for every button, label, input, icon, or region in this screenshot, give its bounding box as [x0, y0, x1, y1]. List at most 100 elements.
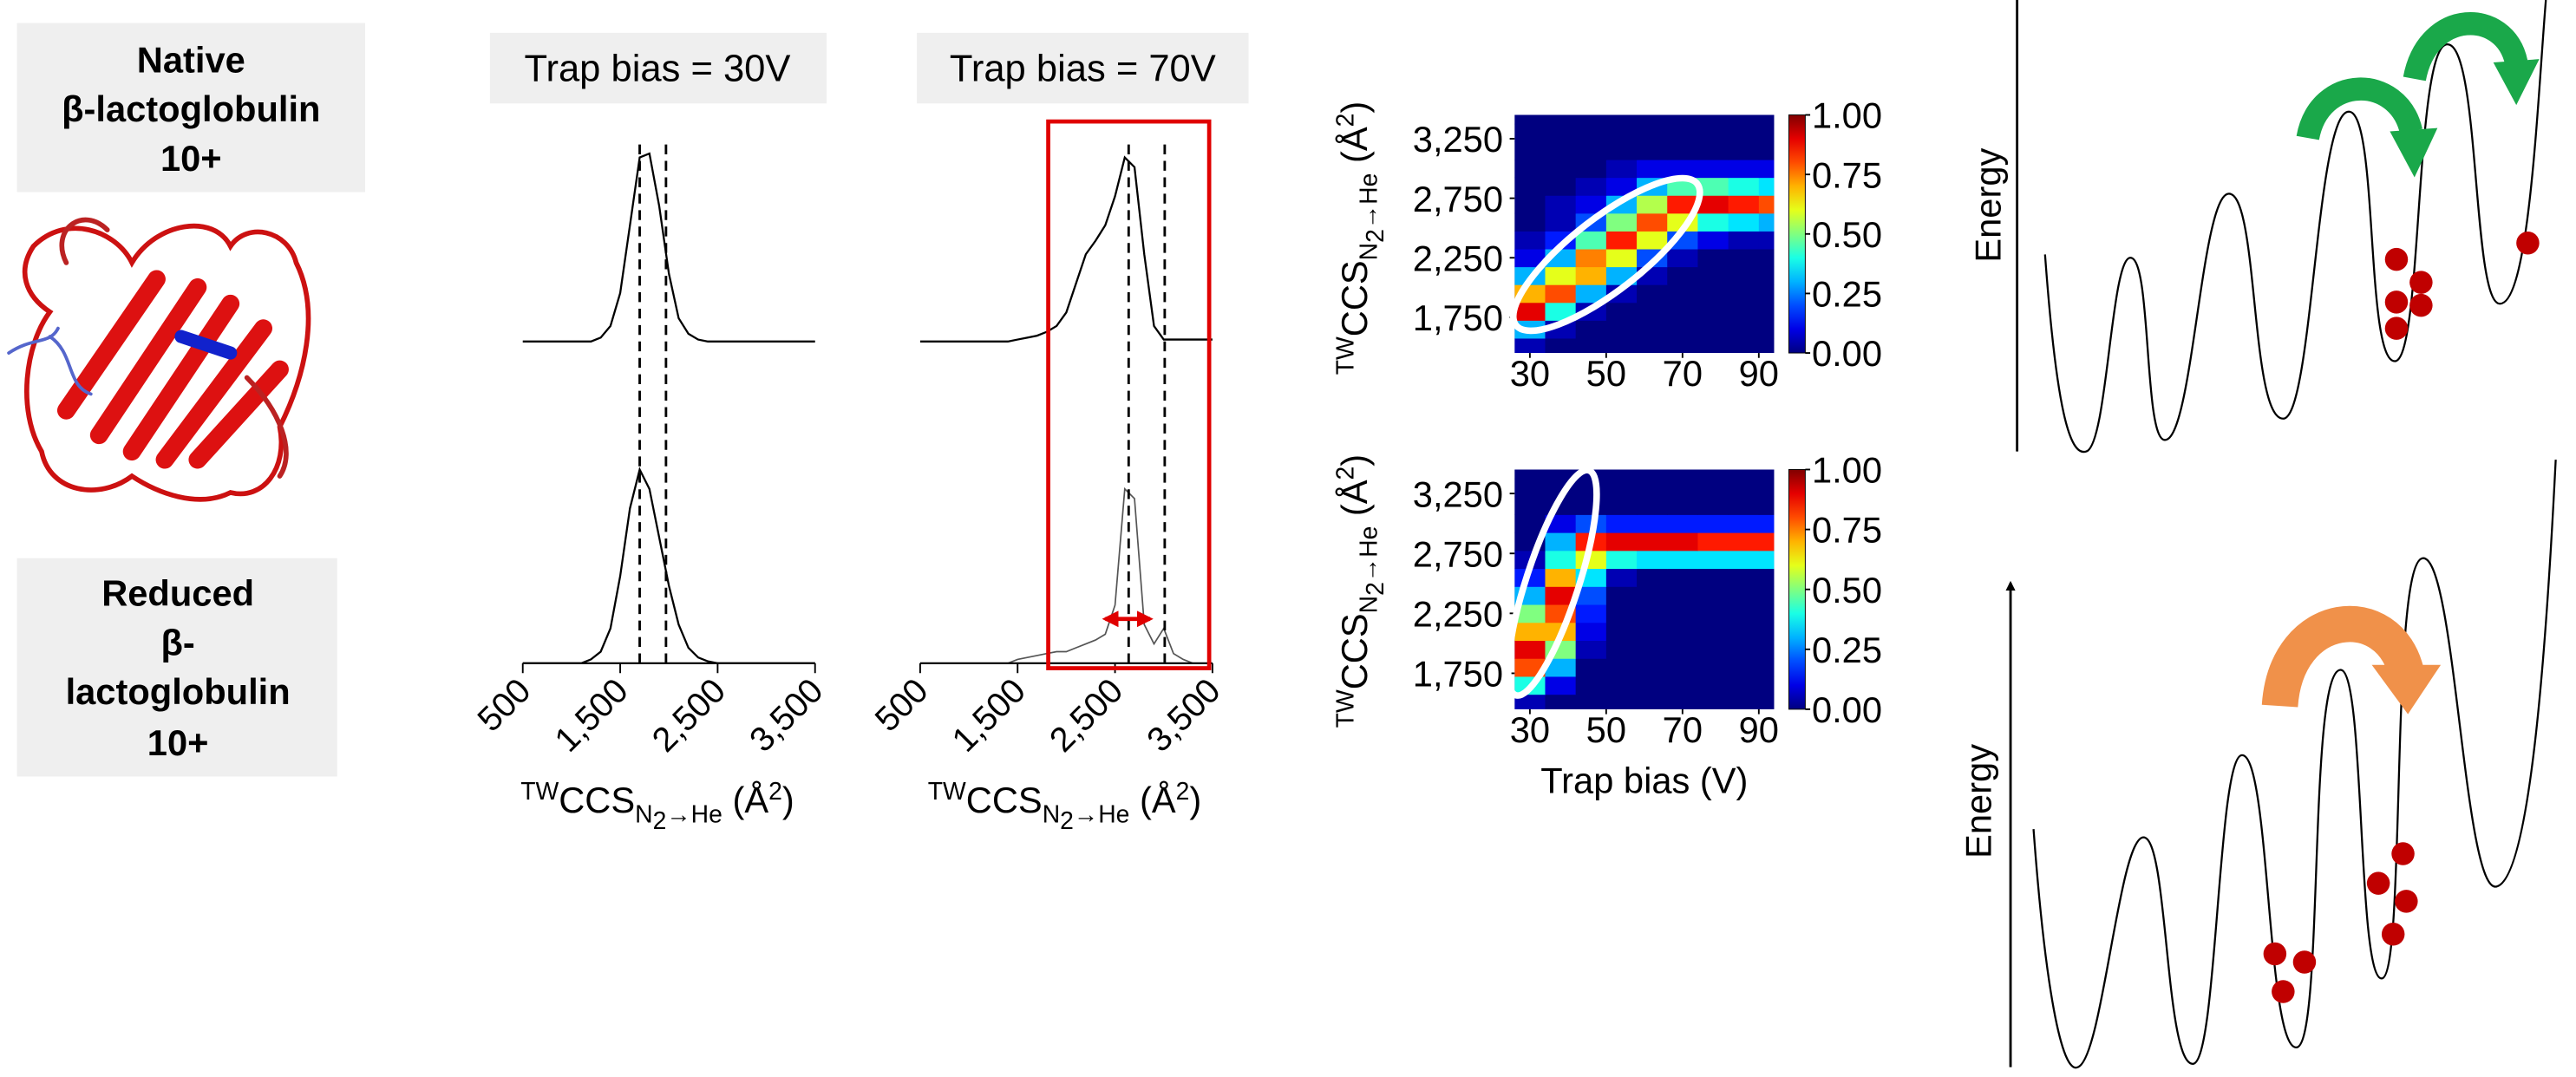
- heatmap-cell: [1758, 337, 1775, 354]
- heatmap-cell: [1758, 658, 1775, 677]
- heatmap-cell: [1514, 640, 1546, 659]
- axis-label: TWCCSN2→He (Å2): [1332, 101, 1389, 375]
- heatmap-cell: [1575, 141, 1607, 160]
- heatmap-cell: [1758, 177, 1775, 196]
- label-part: (Å: [1334, 127, 1375, 173]
- heatmap-cell: [1667, 337, 1699, 354]
- heatmap-cell: [1697, 114, 1729, 125]
- heatmap: [1514, 469, 1775, 709]
- heatmap-cell: [1605, 694, 1638, 709]
- highlight-box: [1046, 119, 1212, 670]
- heatmap-cell: [1605, 320, 1638, 339]
- label-line: β-: [160, 622, 194, 663]
- label-part: (Å: [1334, 480, 1375, 525]
- heatmap-cell: [1697, 195, 1729, 214]
- ellipse-annotation: [1504, 467, 1600, 699]
- x-tick-label: 500: [868, 671, 936, 739]
- heatmap-cell: [1667, 320, 1699, 339]
- heatmap-cell: [1697, 231, 1729, 250]
- particles: [2263, 842, 2418, 1003]
- heatmap-cell: [1697, 694, 1729, 709]
- heatmap-cell: [1667, 622, 1699, 641]
- heatmap-cell: [1514, 514, 1546, 533]
- heatmap-cell: [1637, 550, 1668, 570]
- heatmap-cell: [1667, 114, 1699, 125]
- heatmap-cell: [1514, 694, 1546, 709]
- heatmap-cell: [1697, 266, 1729, 285]
- x-tick-label: 2,500: [645, 671, 733, 759]
- label-part: 2: [653, 807, 667, 835]
- colorbar-tick-label: 0.25: [1812, 630, 1882, 670]
- heatmap-cell: [1728, 160, 1760, 179]
- panel-title: Trap bias = 70V: [950, 49, 1216, 90]
- heatmap-cell: [1575, 694, 1607, 709]
- heatmap-cell: [1667, 676, 1699, 695]
- heatmap-cell: [1697, 568, 1729, 587]
- label-part: N: [1355, 596, 1383, 613]
- heatmap-cell: [1605, 160, 1638, 179]
- panel-title: Trap bias = 30V: [525, 49, 791, 90]
- heatmap-cell: [1728, 640, 1760, 659]
- heatmap-cell: [1758, 532, 1775, 552]
- heatmap-cell: [1728, 550, 1760, 570]
- heatmap-cell: [1637, 160, 1668, 179]
- heatmap-cell: [1575, 604, 1607, 623]
- label-part: 2: [1362, 229, 1389, 243]
- heatmap-cell: [1605, 478, 1638, 498]
- transition-arrow: [2261, 605, 2442, 715]
- heatmap-cell: [1545, 302, 1577, 321]
- x-tick-label: 1,500: [945, 671, 1033, 759]
- y-tick-label: 2,750: [1413, 533, 1503, 574]
- heatmap-cell: [1728, 141, 1760, 160]
- energy-landscape: [2032, 460, 2557, 1069]
- y-tick-label: 2,250: [1413, 238, 1503, 278]
- label-part: N: [635, 801, 652, 829]
- heatmap-cell: [1605, 248, 1638, 268]
- heatmap-cell: [1728, 337, 1760, 354]
- title-box: [917, 32, 1249, 104]
- heatmap-cell: [1605, 195, 1638, 214]
- heatmap-cell: [1758, 622, 1775, 641]
- heatmap-cell: [1575, 160, 1607, 179]
- heatmap-cell: [1667, 694, 1699, 709]
- heatmap-cell: [1637, 212, 1668, 232]
- colorbar: [1788, 114, 1806, 354]
- heatmap-cell: [1545, 586, 1577, 605]
- label-part: 2: [1060, 807, 1074, 835]
- heatmap-cell: [1697, 248, 1729, 268]
- heatmap-cell: [1667, 658, 1699, 677]
- heatmap-cell: [1667, 141, 1699, 160]
- x-tick-label: 30: [1510, 709, 1550, 750]
- heatmap-cell: [1605, 640, 1638, 659]
- heatmap-cell: [1575, 658, 1607, 677]
- heatmap-cell: [1605, 231, 1638, 250]
- label-line: 10+: [147, 722, 209, 763]
- heatmap-cell: [1728, 123, 1760, 142]
- heatmap-cell: [1697, 177, 1729, 196]
- label-part: 2: [1362, 582, 1389, 596]
- colorbar-tick-label: 0.25: [1812, 274, 1882, 315]
- heatmap-cell: [1667, 514, 1699, 533]
- heatmap-cell: [1728, 284, 1760, 304]
- heatmap-cell: [1637, 604, 1668, 623]
- heatmap-cell: [1758, 231, 1775, 250]
- heatmap-cell: [1637, 496, 1668, 515]
- heatmap-cell: [1758, 469, 1775, 480]
- heatmap-cell: [1637, 568, 1668, 587]
- heatmap-cell: [1697, 496, 1729, 515]
- label-part: CCS: [1334, 613, 1375, 689]
- heatmap-cell: [1697, 586, 1729, 605]
- heatmap-cell: [1637, 337, 1668, 354]
- label-part: Trap bias (V): [1540, 760, 1748, 800]
- heatmap-cell: [1667, 640, 1699, 659]
- axis-label: TWCCSN2→He (Å2): [928, 778, 1202, 835]
- heatmap-cell: [1514, 496, 1546, 515]
- y-tick-label: 1,750: [1413, 297, 1503, 338]
- y-tick-label: 1,750: [1413, 654, 1503, 695]
- heatmap-cell: [1575, 676, 1607, 695]
- heatmap-cell: [1758, 604, 1775, 623]
- heatmap-cell: [1605, 586, 1638, 605]
- heatmap-cell: [1514, 195, 1546, 214]
- protein-structure: [7, 217, 311, 502]
- label-part: CCS: [1334, 260, 1375, 336]
